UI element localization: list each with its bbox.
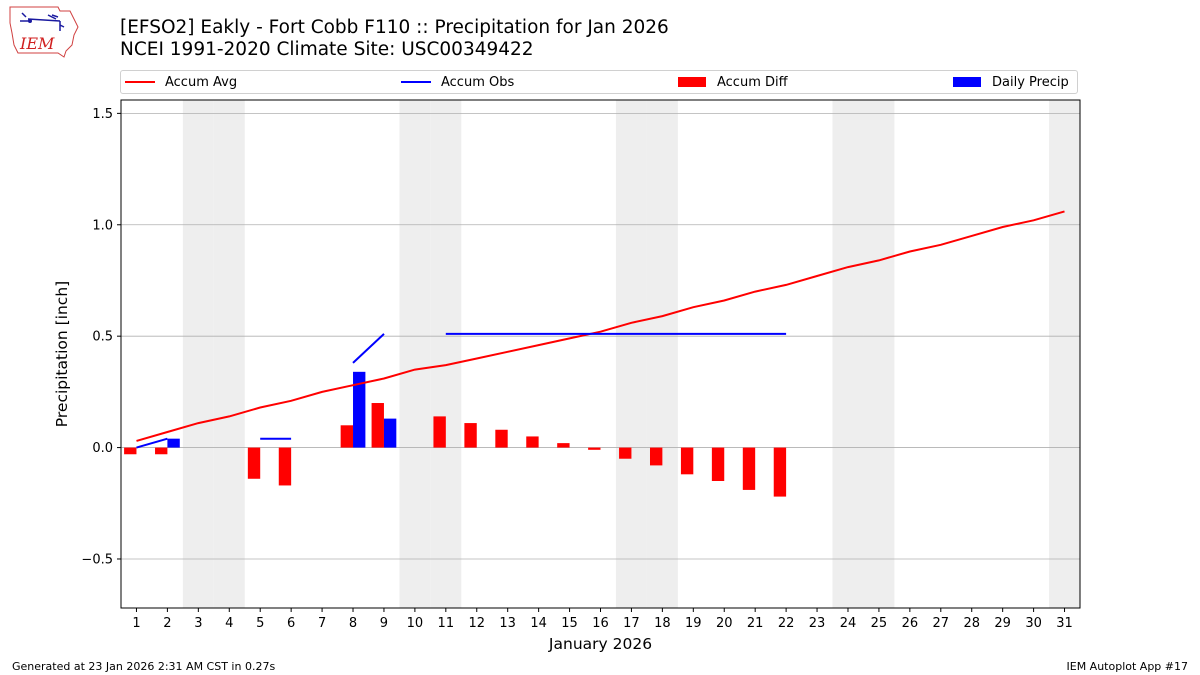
x-tick-label: 18 [654,616,671,631]
legend-label-accum-obs: Accum Obs [441,74,515,90]
legend-swatch-daily-precip [953,77,981,87]
x-tick-label: 19 [685,616,702,631]
chart-title: [EFSO2] Eakly - Fort Cobb F110 :: Precip… [120,17,669,61]
x-tick-label: 7 [318,616,326,631]
accum-diff-bar [278,447,292,486]
x-tick-label: 23 [809,616,826,631]
x-tick-label: 27 [933,616,950,631]
weekend-band [213,100,245,608]
daily-precip-bar [353,371,366,448]
x-tick-label: 11 [438,616,455,631]
accum-diff-bar [464,423,477,448]
x-tick-label: 17 [623,616,640,631]
accum-diff-bar [247,447,261,479]
accum-diff-bar [619,447,632,459]
y-tick-label: −0.5 [81,552,113,567]
x-tick-label: 8 [349,616,357,631]
accum-diff-bar [371,403,384,448]
legend-swatch-accum-obs [401,81,431,83]
accum-diff-bar [742,447,756,490]
chart-title-line1: [EFSO2] Eakly - Fort Cobb F110 :: Precip… [120,17,669,38]
x-tick-label: 6 [287,616,295,631]
accum-diff-bar [433,416,446,448]
daily-precip-bar [383,418,397,448]
weekend-band [615,100,647,608]
logo-text: IEM [19,34,55,53]
x-tick-label: 30 [1025,616,1042,631]
x-tick-label: 16 [592,616,609,631]
accum-diff-bar [557,443,570,448]
x-tick-label: 1 [132,616,140,631]
x-tick-label: 13 [499,616,516,631]
accum-diff-bar [680,447,694,475]
legend-label-accum-diff: Accum Diff [717,74,788,90]
x-tick-label: 22 [778,616,795,631]
y-tick-label: 1.0 [92,218,113,233]
accum-obs-line [352,333,385,364]
x-tick-label: 25 [871,616,888,631]
legend-swatch-accum-avg [125,81,155,83]
weekend-band [430,100,462,608]
accum-diff-bar [340,425,354,448]
x-tick-label: 14 [530,616,547,631]
x-axis-label: January 2026 [548,635,652,653]
x-tick-label: 3 [194,616,202,631]
accum-diff-bar [773,447,787,497]
x-tick-label: 21 [747,616,764,631]
x-tick-label: 26 [902,616,919,631]
footer-generated: Generated at 23 Jan 2026 2:31 AM CST in … [12,660,276,673]
legend-label-daily-precip: Daily Precip [992,74,1069,90]
accum-diff-bar [495,429,508,448]
legend-item-daily-precip: Daily Precip [953,71,1069,93]
footer-app: IEM Autoplot App #17 [1066,660,1189,673]
accum-obs-line [136,437,168,449]
y-axis-label: Precipitation [inch] [53,281,71,427]
accum-diff-bar [649,447,663,466]
y-tick-label: 1.5 [92,107,113,122]
x-tick-label: 12 [468,616,485,631]
legend-item-accum-obs: Accum Obs [401,71,514,93]
legend-item-accum-avg: Accum Avg [125,71,237,93]
x-tick-label: 28 [963,616,980,631]
y-tick-label: 0.5 [92,330,113,345]
x-tick-label: 31 [1056,616,1073,631]
weekend-band [1049,100,1080,608]
accum-diff-bar [588,447,601,450]
weekend-band [646,100,678,608]
legend-item-accum-diff: Accum Diff [678,71,788,93]
x-tick-label: 5 [256,616,264,631]
legend-label-accum-avg: Accum Avg [165,74,238,90]
chart-title-line2: NCEI 1991-2020 Climate Site: USC00349422 [120,39,534,60]
accum-diff-bar [711,447,725,481]
accum-avg-line [136,210,1065,442]
accum-diff-bar [155,447,168,455]
x-tick-label: 20 [716,616,733,631]
x-tick-label: 4 [225,616,233,631]
chart-legend: Accum Avg Accum Obs Accum Diff Daily Pre… [120,70,1078,94]
iem-logo: IEM [9,6,79,58]
accum-diff-bar [526,436,539,448]
x-tick-label: 9 [380,616,388,631]
weekend-band [863,100,895,608]
x-tick-label: 15 [561,616,578,631]
accum-diff-bar [124,447,137,455]
legend-swatch-accum-diff [678,77,706,87]
x-tick-label: 2 [163,616,171,631]
y-tick-label: 0.0 [92,441,113,456]
weekend-band [399,100,431,608]
x-tick-label: 10 [407,616,424,631]
daily-precip-bar [167,438,180,448]
x-tick-label: 29 [994,616,1011,631]
weekend-band [182,100,214,608]
x-tick-label: 24 [840,616,857,631]
weekend-band [832,100,864,608]
plot-frame [120,99,1081,609]
